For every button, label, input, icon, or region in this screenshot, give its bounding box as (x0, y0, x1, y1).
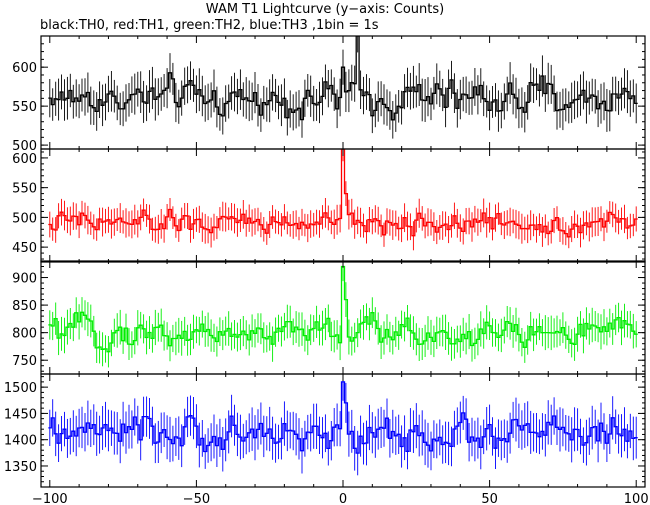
chart-title: WAM T1 Lightcurve (y−axis: Counts) (205, 2, 445, 17)
x-tick-label: 50 (481, 492, 498, 505)
series-TH3 (48, 374, 638, 476)
x-tick-label: −100 (32, 492, 68, 505)
panel-frame-TH1 (40, 148, 646, 263)
step-line-TH1 (48, 149, 638, 238)
y-tick-label-TH0: 500 (12, 139, 37, 154)
x-tick-label: −50 (183, 492, 210, 505)
y-tick-label-TH2: 750 (12, 354, 37, 369)
x-tick-label: 0 (339, 492, 347, 505)
y-tick-label-TH3: 1450 (4, 407, 37, 422)
y-tick-label-TH2: 850 (12, 299, 37, 314)
y-tick-label-TH2: 800 (12, 327, 37, 342)
y-tick-label-TH2: 900 (12, 272, 37, 287)
y-tick-label-TH1: 550 (12, 182, 37, 197)
series-TH1 (48, 149, 638, 251)
series-TH0 (48, 36, 638, 139)
chart-subtitle: black:TH0, red:TH1, green:TH2, blue:TH3 … (40, 18, 379, 33)
step-line-TH2 (48, 265, 638, 353)
y-tick-label-TH3: 1400 (4, 434, 37, 449)
y-tick-label-TH3: 1500 (4, 381, 37, 396)
panel-frame-TH3 (40, 373, 646, 488)
y-tick-label-TH1: 600 (12, 152, 37, 167)
y-tick-label-TH1: 500 (12, 211, 37, 226)
y-tick-label-TH0: 600 (12, 61, 37, 76)
series-TH2 (48, 261, 638, 368)
y-tick-label-TH3: 1350 (4, 460, 37, 475)
y-tick-label-TH0: 550 (12, 100, 37, 115)
x-tick-label: 100 (624, 492, 649, 505)
y-tick-label-TH1: 450 (12, 241, 37, 256)
